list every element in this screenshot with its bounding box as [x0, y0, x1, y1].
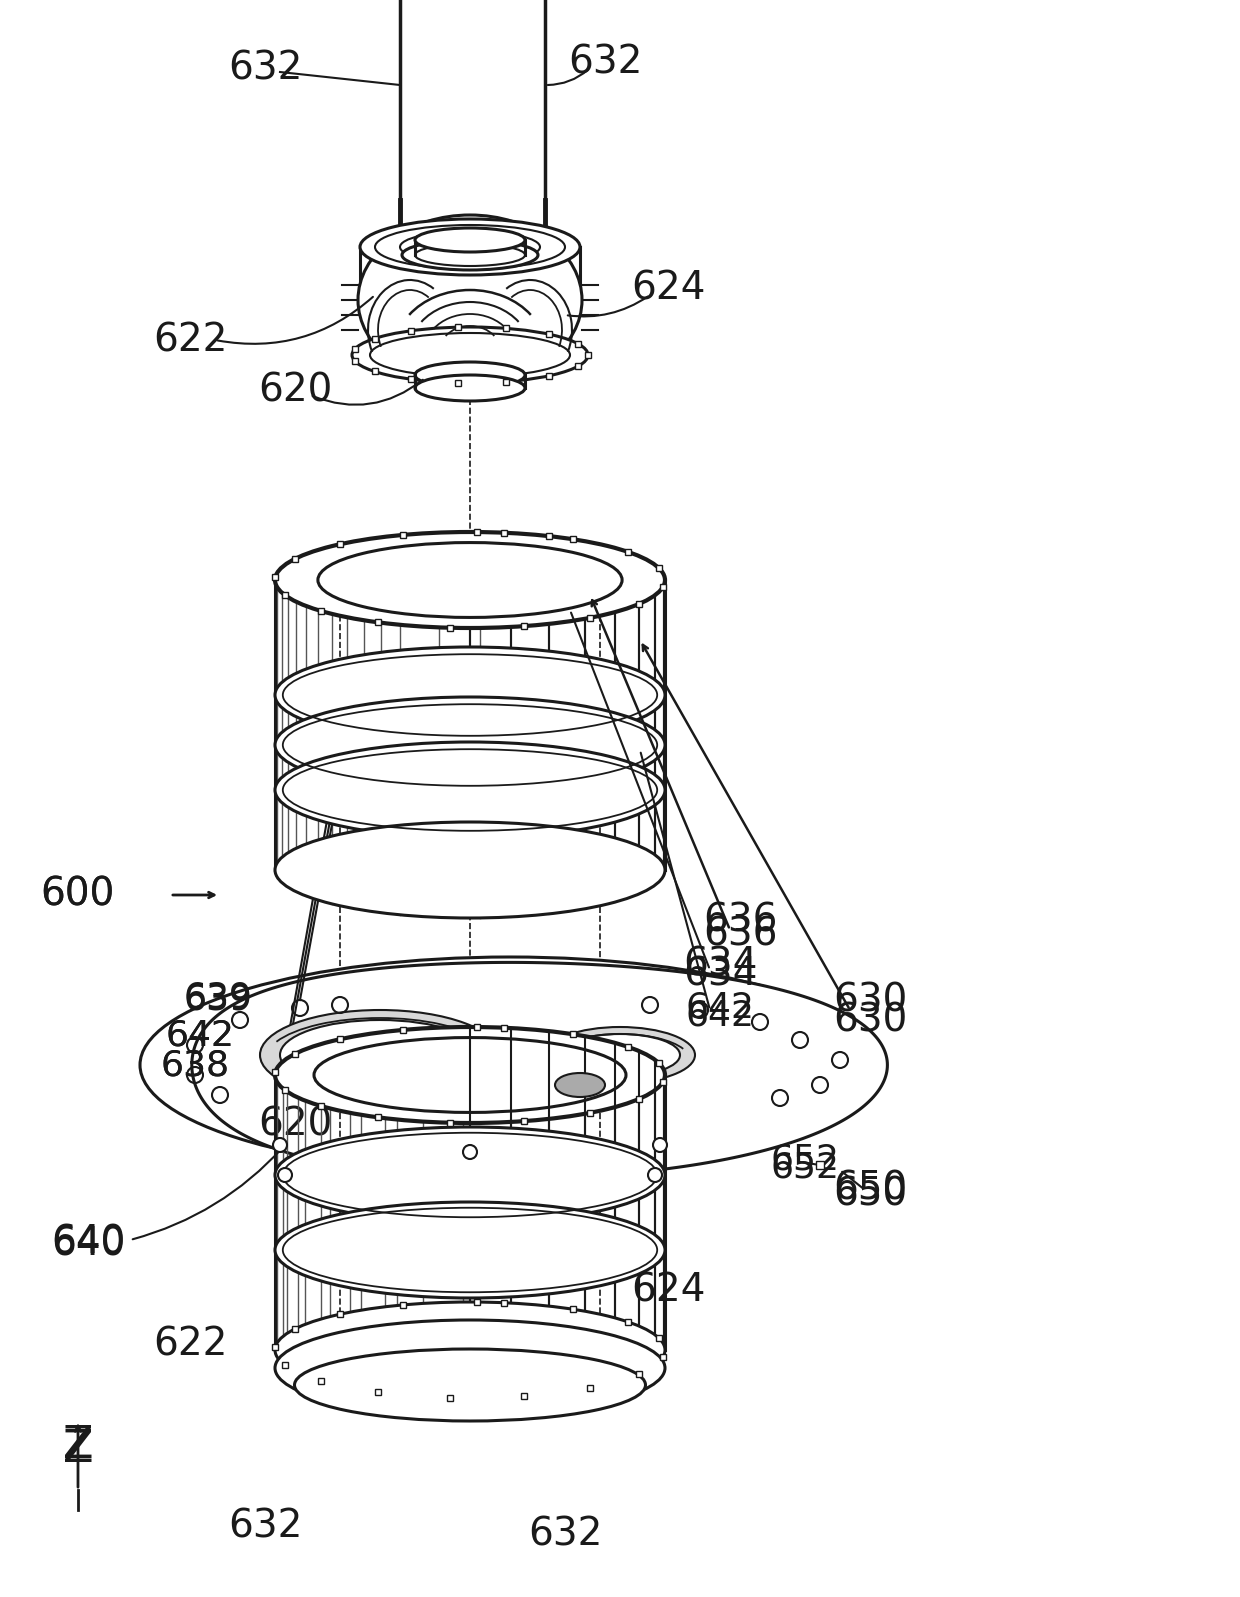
- Text: 620: 620: [258, 371, 332, 409]
- Ellipse shape: [280, 1020, 480, 1091]
- Ellipse shape: [415, 244, 525, 267]
- Text: 652: 652: [770, 1151, 839, 1185]
- Circle shape: [273, 1139, 286, 1151]
- Ellipse shape: [401, 232, 539, 264]
- Text: Z: Z: [63, 1428, 93, 1471]
- Circle shape: [649, 1167, 662, 1182]
- Ellipse shape: [275, 1027, 665, 1123]
- Ellipse shape: [374, 225, 565, 268]
- Text: 642: 642: [686, 998, 754, 1032]
- Text: 624: 624: [631, 268, 706, 307]
- Text: 638: 638: [160, 1048, 229, 1083]
- Text: 632: 632: [228, 1508, 303, 1546]
- Ellipse shape: [415, 363, 525, 388]
- Ellipse shape: [275, 1127, 665, 1223]
- Circle shape: [278, 1167, 291, 1182]
- Ellipse shape: [295, 1349, 646, 1421]
- Text: 600: 600: [40, 877, 114, 913]
- Ellipse shape: [275, 647, 665, 743]
- Text: 632: 632: [528, 1516, 603, 1554]
- Ellipse shape: [260, 1009, 500, 1100]
- Text: 632: 632: [228, 50, 303, 86]
- Ellipse shape: [360, 219, 580, 275]
- Text: 632: 632: [568, 43, 642, 81]
- Text: 636: 636: [703, 901, 777, 939]
- Text: 638: 638: [160, 1048, 229, 1083]
- Text: Z: Z: [63, 1423, 93, 1466]
- Text: 642: 642: [686, 992, 754, 1025]
- Text: 622: 622: [153, 1326, 227, 1364]
- Ellipse shape: [556, 1073, 605, 1097]
- Ellipse shape: [275, 1302, 665, 1397]
- Ellipse shape: [275, 1203, 665, 1298]
- Ellipse shape: [415, 228, 525, 252]
- Text: 630: 630: [833, 981, 908, 1019]
- Text: 636: 636: [703, 917, 777, 953]
- Text: 624: 624: [631, 1271, 706, 1310]
- Ellipse shape: [275, 743, 665, 838]
- Circle shape: [653, 1139, 667, 1151]
- Ellipse shape: [275, 822, 665, 918]
- Text: 650: 650: [833, 1169, 908, 1207]
- Ellipse shape: [546, 1027, 694, 1083]
- Ellipse shape: [402, 240, 538, 270]
- Text: 639: 639: [184, 981, 253, 1016]
- Text: 620: 620: [258, 1107, 332, 1143]
- Ellipse shape: [140, 957, 880, 1174]
- Ellipse shape: [358, 216, 582, 385]
- Text: 650: 650: [833, 1175, 908, 1214]
- Ellipse shape: [370, 334, 570, 377]
- Text: 640: 640: [51, 1223, 125, 1262]
- Text: 622: 622: [153, 321, 227, 359]
- Polygon shape: [192, 963, 888, 1179]
- Text: 639: 639: [184, 984, 253, 1017]
- Text: 642: 642: [165, 1017, 234, 1052]
- Ellipse shape: [275, 696, 665, 794]
- Text: 634: 634: [683, 957, 758, 993]
- Ellipse shape: [352, 327, 588, 383]
- Text: 634: 634: [683, 945, 758, 984]
- Text: 652: 652: [770, 1143, 839, 1177]
- Ellipse shape: [275, 1321, 665, 1417]
- Ellipse shape: [275, 532, 665, 628]
- Text: 640: 640: [51, 1226, 125, 1263]
- Text: 642: 642: [165, 1017, 234, 1052]
- Circle shape: [463, 1145, 477, 1159]
- Text: 630: 630: [833, 1001, 908, 1040]
- Text: 600: 600: [40, 877, 114, 913]
- Ellipse shape: [415, 375, 525, 401]
- Ellipse shape: [560, 1033, 680, 1076]
